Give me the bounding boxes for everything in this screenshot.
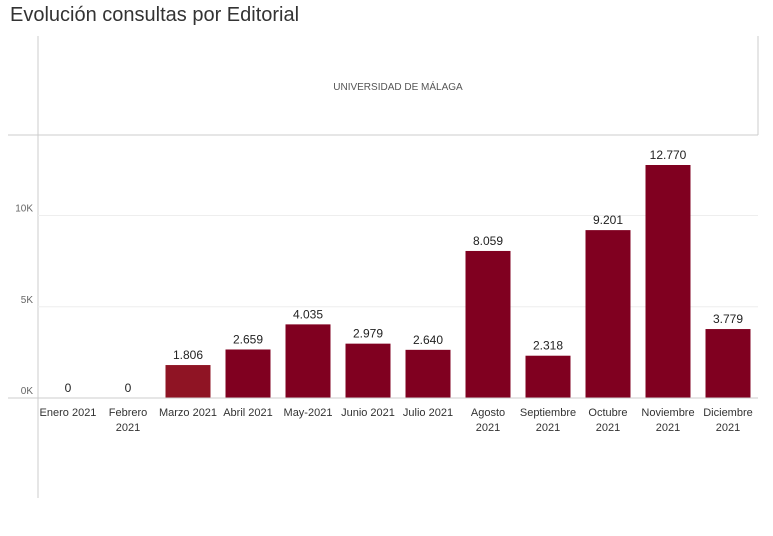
bar [645,165,691,398]
x-tick-label: 2021 [116,422,140,434]
bar [345,343,391,398]
pane-label: UNIVERSIDAD DE MÁLAGA [333,80,463,93]
bar [705,329,751,398]
bar [405,349,451,398]
bar [465,250,511,398]
data-label: 0 [125,381,132,395]
data-label: 9.201 [593,213,623,227]
bar [585,230,631,398]
x-tick-label: Diciembre [703,407,753,419]
x-tick-label: Septiembre [520,407,576,419]
x-tick-label: 2021 [476,422,500,434]
data-label: 0 [65,381,72,395]
data-label: 12.770 [650,148,687,162]
x-tick-label: Junio 2021 [341,407,395,419]
y-tick-label: 5K [21,295,34,306]
x-tick-label: 2021 [716,422,740,434]
data-label: 3.779 [713,312,743,326]
x-tick-label: Agosto [471,407,505,419]
data-label: 1.806 [173,348,203,362]
x-tick-label: Julio 2021 [403,407,453,419]
x-tick-label: 2021 [596,422,620,434]
data-label: 2.318 [533,339,563,353]
y-tick-label: 0K [21,386,34,397]
x-tick-label: Febrero [109,407,148,419]
x-tick-label: Enero 2021 [40,407,97,419]
data-label: 2.640 [413,333,443,347]
bar [225,349,271,398]
x-tick-label: 2021 [536,422,560,434]
x-tick-label: Noviembre [641,407,694,419]
x-tick-label: May-2021 [284,407,333,419]
x-tick-label: Marzo 2021 [159,407,217,419]
bar [525,355,571,398]
data-label: 2.659 [233,332,263,346]
x-tick-label: Octubre [588,407,627,419]
bar [285,324,331,398]
bar [165,365,211,398]
data-label: 4.035 [293,307,323,321]
y-tick-label: 10K [15,204,33,215]
data-label: 8.059 [473,234,503,248]
x-tick-label: Abril 2021 [223,407,273,419]
data-label: 2.979 [353,327,383,341]
x-tick-label: 2021 [656,422,680,434]
chart-title: Evolución consultas por Editorial [10,4,300,26]
